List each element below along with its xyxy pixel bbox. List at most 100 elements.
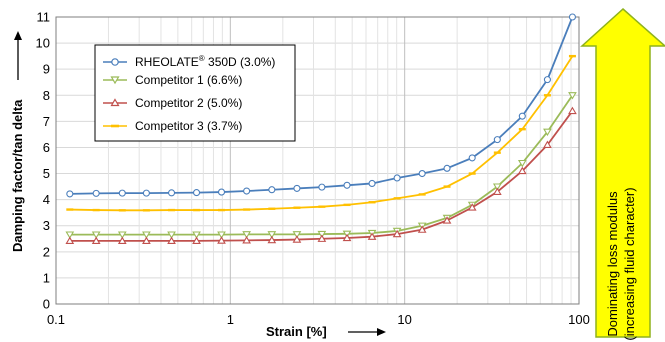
y-tick-label: 7 <box>43 114 50 129</box>
data-point <box>518 112 526 120</box>
series-1 <box>65 92 577 239</box>
data-point <box>267 231 277 239</box>
legend-label-competitor-1: Competitor 1 (6.6%) <box>135 73 242 87</box>
x-tick-label: 1 <box>227 312 234 327</box>
data-point <box>242 236 251 244</box>
legend-label-competitor-3: Competitor 3 (3.7%) <box>135 119 242 133</box>
x-axis-title: Strain [%] <box>266 324 327 339</box>
legend-label-rheolate-main: RHEOLATE <box>135 55 199 69</box>
data-point <box>467 203 477 211</box>
data-point <box>242 231 251 239</box>
legend-box <box>94 44 296 142</box>
legend-item-competitor-3: Competitor 3 (3.7%) <box>103 119 242 133</box>
y-tick-label: 3 <box>43 218 50 233</box>
legend: RHEOLATE® 350D (3.0%) Competitor 1 (6.6%… <box>94 44 296 142</box>
data-point <box>65 236 75 245</box>
data-point <box>142 236 151 245</box>
legend-item-rheolate: RHEOLATE® 350D (3.0%) <box>103 54 275 69</box>
series-2 <box>65 106 577 245</box>
data-point <box>292 231 302 239</box>
legend-label-rheolate: RHEOLATE® 350D (3.0%) <box>135 54 275 69</box>
annotation-line-2: (increasing fluid character) <box>622 187 637 340</box>
data-point <box>568 92 577 100</box>
legend-marker-circle-icon <box>111 58 119 66</box>
y-tick-label: 6 <box>43 140 50 155</box>
data-point <box>167 236 176 245</box>
data-point <box>65 231 75 239</box>
data-point <box>217 231 226 239</box>
data-point <box>217 188 226 196</box>
x-axis-title-group: Strain [%] <box>266 324 386 339</box>
plot-area-frame <box>55 16 580 305</box>
data-point <box>367 232 377 240</box>
data-point <box>568 106 577 115</box>
data-point <box>492 183 502 191</box>
y-tick-label: 10 <box>36 36 50 51</box>
y-tick-label: 2 <box>43 244 50 259</box>
x-tick-labels: 0.1 1 10 100 <box>47 312 590 327</box>
legend-marker-triangle-up-icon <box>110 98 120 107</box>
data-point <box>167 231 176 239</box>
y-tick-label: 5 <box>43 166 50 181</box>
data-point <box>493 136 501 144</box>
data-point <box>142 231 151 239</box>
annotation-line-1: Dominating loss modulus <box>605 191 620 337</box>
legend-label-rheolate-sup: ® <box>199 54 205 63</box>
data-point <box>92 189 100 197</box>
x-tick-label: 0.1 <box>47 312 65 327</box>
x-tick-label: 10 <box>397 312 411 327</box>
data-point <box>517 166 527 175</box>
data-point <box>517 159 527 168</box>
legend-label-rheolate-rest: 350D (3.0%) <box>205 55 276 69</box>
data-point <box>543 128 552 137</box>
data-point <box>343 181 351 189</box>
fluid-character-annotation: Dominating loss modulus (increasing flui… <box>580 7 665 341</box>
y-tick-label: 0 <box>43 297 50 312</box>
data-point <box>317 230 327 239</box>
data-point <box>91 236 101 245</box>
data-point <box>543 140 552 148</box>
legend-marker-triangle-down-icon <box>110 76 120 85</box>
x-tick-label: 100 <box>568 312 590 327</box>
data-point <box>243 187 251 195</box>
data-point <box>268 186 276 194</box>
data-point <box>468 154 476 162</box>
y-tick-labels: 0 1 2 3 4 5 6 7 8 9 10 11 <box>36 10 50 312</box>
data-point <box>442 216 452 224</box>
legend-item-competitor-1: Competitor 1 (6.6%) <box>103 73 242 87</box>
data-point <box>167 189 176 197</box>
y-axis-title-arrow-head <box>14 31 22 40</box>
data-point <box>418 169 426 178</box>
y-tick-label: 11 <box>37 10 51 25</box>
big-up-arrow-icon <box>580 7 665 338</box>
data-point <box>118 189 126 197</box>
data-point <box>192 231 201 239</box>
data-point <box>492 187 502 195</box>
data-point <box>117 231 127 239</box>
y-tick-label: 8 <box>43 88 50 103</box>
x-axis-title-arrow-head <box>377 328 386 336</box>
y-axis-title: Damping factor/tan delta <box>10 99 25 252</box>
data-point <box>393 174 401 182</box>
legend-label-competitor-2: Competitor 2 (5.0%) <box>135 96 242 110</box>
data-point <box>192 189 201 197</box>
y-tick-label: 1 <box>43 270 50 285</box>
series-layer <box>65 13 577 245</box>
y-tick-label: 4 <box>43 192 50 207</box>
legend-item-competitor-2: Competitor 2 (5.0%) <box>103 96 242 110</box>
data-point <box>293 184 301 192</box>
data-point <box>368 179 376 188</box>
data-point <box>543 76 551 84</box>
data-point <box>91 231 101 239</box>
data-point <box>443 164 451 172</box>
data-point <box>342 233 352 242</box>
y-axis-title-group: Damping factor/tan delta <box>10 31 25 252</box>
data-point <box>267 235 277 244</box>
data-point <box>318 183 326 191</box>
data-point <box>142 189 150 197</box>
data-point <box>392 229 402 238</box>
data-point <box>66 190 74 198</box>
data-point <box>317 234 327 242</box>
series-0 <box>66 13 576 198</box>
